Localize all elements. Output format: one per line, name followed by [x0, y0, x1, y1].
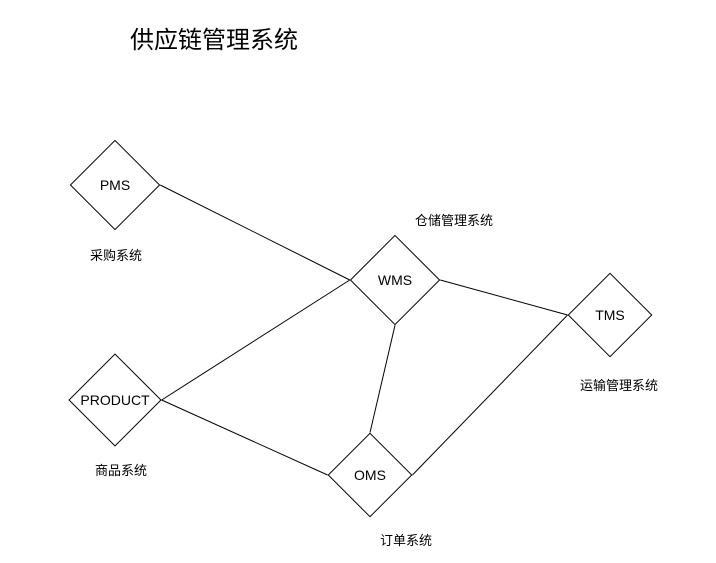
caption-tms: 运输管理系统 — [580, 375, 658, 394]
edge-product-wms — [162, 280, 350, 400]
node-label-oms: OMS — [340, 445, 400, 505]
caption-pms: 采购系统 — [90, 245, 142, 264]
node-oms: OMS — [340, 445, 400, 505]
node-label-tms: TMS — [580, 285, 640, 345]
node-label-pms: PMS — [83, 153, 147, 217]
edge-wms-oms — [370, 325, 395, 432]
node-wms: WMS — [363, 248, 427, 312]
node-pms: PMS — [83, 153, 147, 217]
caption-oms: 订单系统 — [380, 530, 432, 549]
caption-product: 商品系统 — [95, 460, 147, 479]
edge-wms-tms — [440, 280, 567, 315]
diagram-canvas: 供应链管理系统 PMS 采购系统 WMS 仓储管理系统 TMS 运输管理系统 PRODUCT… — [0, 0, 716, 563]
edge-pms-wms — [160, 185, 349, 280]
node-tms: TMS — [580, 285, 640, 345]
diagram-title: 供应链管理系统 — [130, 20, 298, 55]
node-label-product: PRODUCT — [82, 367, 148, 433]
node-label-wms: WMS — [363, 248, 427, 312]
node-product: PRODUCT — [82, 367, 148, 433]
edge-oms-tms — [412, 315, 567, 475]
edge-product-oms — [162, 400, 328, 475]
caption-wms: 仓储管理系统 — [415, 210, 493, 229]
